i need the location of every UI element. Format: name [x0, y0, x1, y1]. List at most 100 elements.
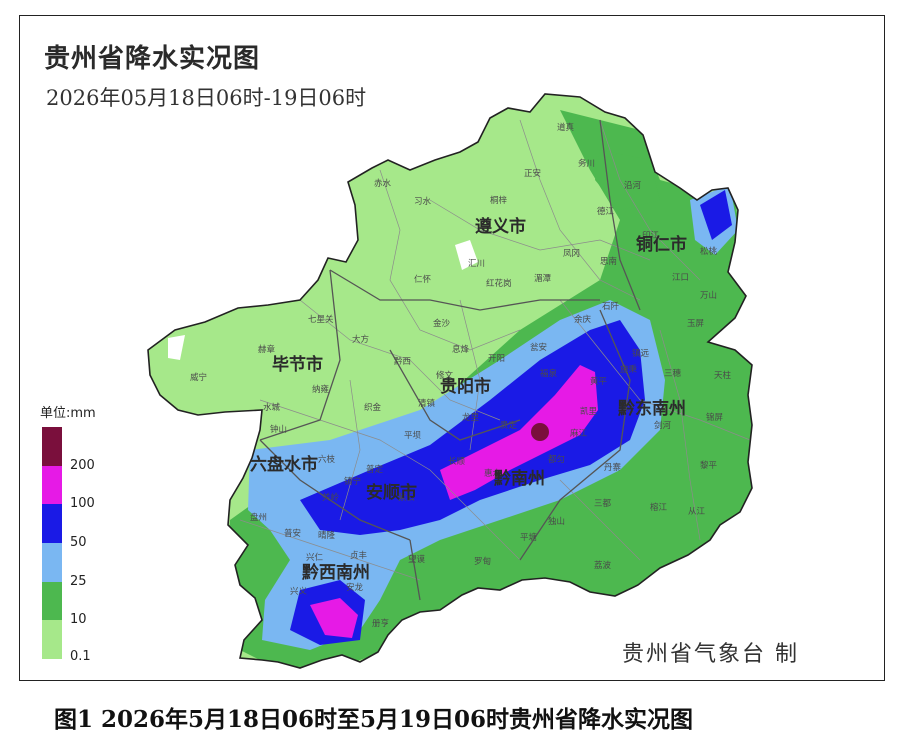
rain-10-25-north	[595, 150, 660, 210]
county-label: 七星关	[308, 314, 334, 325]
county-label: 三穗	[664, 368, 682, 379]
county-label: 晴隆	[318, 530, 336, 541]
county-label: 桐梓	[490, 195, 508, 206]
county-label: 施秉	[620, 364, 638, 375]
county-label: 黔西	[394, 356, 411, 367]
county-label: 石阡	[602, 302, 620, 312]
city-label-qiannan: 黔南州	[494, 468, 545, 489]
county-label: 关岭	[322, 492, 340, 503]
city-label-qianxinan: 黔西南州	[302, 562, 370, 583]
county-label: 盘州	[250, 512, 267, 523]
county-label: 凤冈	[563, 249, 580, 259]
county-label: 册亨	[372, 618, 389, 629]
city-label-guiyang: 贵阳市	[440, 376, 491, 397]
county-label: 修文	[436, 370, 454, 381]
county-label: 沿河	[624, 180, 642, 191]
legend-label: 100	[70, 496, 95, 512]
county-boundaries	[239, 119, 751, 581]
county-label: 锦屏	[706, 412, 724, 423]
prefecture-boundaries	[259, 119, 641, 601]
county-label: 龙里	[462, 412, 480, 423]
county-label: 红花岗	[486, 278, 512, 289]
legend-label: 25	[70, 573, 87, 589]
county-label: 金沙	[433, 318, 451, 329]
rain-100-200-zone	[440, 365, 598, 500]
county-label: 正安	[524, 168, 541, 179]
rainfall-layers	[168, 110, 752, 668]
county-labels: 道真 务川 正安 沿河 赤水 习水 桐梓 德江 印江 江口 松桃 仁怀 汇川 红…	[190, 122, 732, 629]
legend-swatch	[42, 620, 62, 659]
county-label: 都匀	[548, 454, 565, 465]
county-label: 思南	[600, 256, 617, 267]
county-label: 三都	[594, 499, 612, 509]
legend-label: 10	[70, 612, 87, 628]
county-label: 仁怀	[414, 274, 432, 285]
county-label: 湄潭	[534, 274, 552, 284]
county-label: 赫章	[258, 344, 276, 355]
county-label: 清镇	[418, 398, 436, 409]
county-label: 大方	[352, 334, 369, 345]
rain-over-200-spot	[531, 423, 549, 441]
legend-label: 200	[70, 457, 95, 473]
county-label: 余庆	[574, 314, 592, 325]
county-label: 榕江	[650, 502, 668, 513]
legend-swatch	[42, 427, 62, 466]
city-label-qiandongnan: 黔东南州	[618, 398, 686, 419]
county-label: 长顺	[448, 456, 466, 467]
county-label: 惠水	[484, 468, 502, 479]
legend-unit: 单位:mm	[40, 406, 96, 421]
county-label: 紫云	[398, 493, 416, 503]
no-rain-patch	[455, 240, 478, 270]
rain-50-100-northeast	[700, 190, 732, 240]
county-label: 六枝	[318, 454, 336, 465]
county-label: 罗甸	[474, 556, 491, 567]
county-label: 安龙	[346, 582, 364, 593]
county-label: 钟山	[270, 424, 287, 435]
county-label: 从江	[688, 507, 706, 517]
county-label: 兴义	[290, 587, 308, 597]
legend-label: 0.1	[70, 649, 91, 664]
legend-swatch	[42, 504, 62, 543]
county-label: 平坝	[404, 431, 422, 441]
county-label: 荔波	[594, 560, 612, 571]
map-title: 贵州省降水实况图	[44, 44, 261, 74]
county-label: 剑河	[654, 420, 672, 431]
county-label: 赤水	[374, 178, 392, 189]
county-label: 贞丰	[350, 550, 368, 561]
county-label: 万山	[700, 290, 717, 301]
city-label-bijie: 毕节市	[272, 354, 323, 375]
city-label-tongren: 铜仁市	[636, 234, 687, 255]
county-label: 水城	[263, 402, 281, 413]
county-label: 镇宁	[344, 476, 361, 487]
county-label: 天柱	[714, 370, 732, 381]
county-label: 普定	[366, 464, 384, 475]
city-label-liupanshui: 六盘水市	[250, 454, 318, 475]
rain-50-100-zone	[300, 320, 645, 535]
map-subtitle: 2026年05月18日06时-19日06时	[46, 86, 367, 110]
legend-swatch	[42, 581, 62, 621]
county-label: 印江	[642, 230, 660, 241]
legend-swatch	[42, 543, 62, 582]
legend-label: 50	[70, 535, 87, 550]
county-label: 习水	[414, 196, 432, 207]
county-label: 息烽	[452, 344, 470, 355]
no-rain-patch	[168, 335, 185, 360]
county-label: 望谟	[408, 554, 426, 565]
county-label: 丹寨	[604, 462, 622, 473]
city-labels: 遵义市 铜仁市 毕节市 贵阳市 黔东南州 六盘水市 安顺市 黔南州 黔西南州	[250, 216, 687, 583]
county-label: 纳雍	[312, 384, 330, 395]
county-label: 平塘	[520, 532, 538, 543]
county-label: 贵定	[500, 420, 518, 431]
city-label-zunyi: 遵义市	[475, 216, 526, 237]
county-label: 黎平	[700, 460, 718, 471]
county-label: 瓮安	[530, 342, 547, 353]
county-label: 台江	[618, 404, 636, 415]
county-label: 汇川	[468, 259, 485, 269]
county-label: 松桃	[700, 246, 718, 257]
city-label-anshun: 安顺市	[366, 482, 417, 503]
county-label: 织金	[364, 402, 382, 413]
county-label: 独山	[548, 516, 565, 527]
county-label: 黄平	[590, 376, 608, 387]
legend-colorbar	[42, 427, 62, 659]
